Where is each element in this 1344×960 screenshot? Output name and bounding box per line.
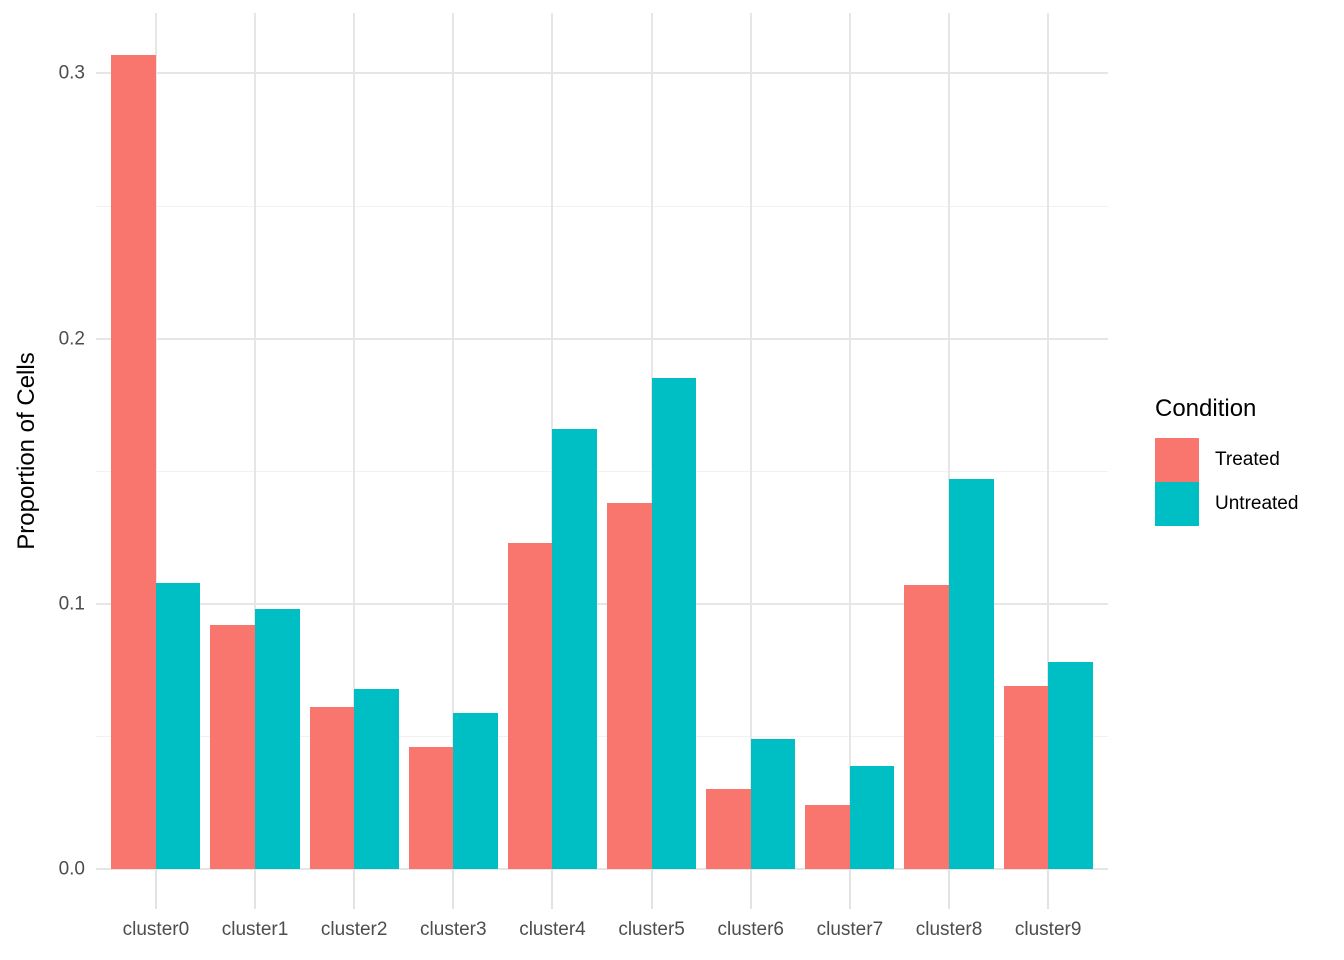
- x-tick-label-cluster6: cluster6: [717, 919, 784, 940]
- legend: Condition Treated Untreated: [1155, 395, 1340, 527]
- gridline-major: [96, 868, 1108, 870]
- legend-item-label: Untreated: [1215, 493, 1299, 515]
- gridline-minor: [96, 205, 1108, 207]
- bar-untreated-cluster0: [155, 582, 201, 869]
- bar-treated-cluster0: [111, 54, 156, 869]
- x-tick-label-cluster5: cluster5: [618, 919, 685, 940]
- bar-treated-cluster7: [805, 805, 850, 869]
- gridline-minor: [96, 735, 1108, 737]
- gridline-major: [96, 72, 1108, 75]
- bar-treated-cluster5: [607, 503, 652, 869]
- gridline-vertical: [948, 13, 951, 869]
- x-tick-label-cluster9: cluster9: [1014, 919, 1082, 940]
- x-axis-tick: [1047, 869, 1050, 909]
- y-tick-label: 0.1: [58, 593, 85, 615]
- bar-treated-cluster6: [706, 789, 751, 869]
- gridline-vertical: [254, 13, 257, 869]
- y-tick-label: 0.3: [58, 62, 85, 84]
- bar-untreated-cluster2: [354, 688, 399, 869]
- x-axis-tick: [254, 869, 257, 909]
- gridline-vertical: [353, 13, 356, 869]
- y-tick-label: 0.0: [58, 858, 85, 880]
- bar-untreated-cluster5: [651, 378, 697, 869]
- bar-treated-cluster2: [309, 707, 355, 869]
- x-tick-label-cluster7: cluster7: [816, 919, 884, 940]
- legend-key-swatch: [1155, 438, 1199, 483]
- x-tick-label-cluster4: cluster4: [519, 919, 586, 940]
- y-tick-label: 0.2: [58, 328, 85, 350]
- bar-untreated-cluster6: [750, 739, 796, 869]
- x-axis-tick: [452, 869, 455, 909]
- bar-treated-cluster3: [408, 747, 454, 869]
- legend-item-treated: Treated: [1155, 438, 1340, 483]
- x-tick-label-cluster1: cluster1: [221, 919, 289, 940]
- y-axis-title: Proportion of Cells: [13, 352, 40, 550]
- x-axis-tick: [551, 869, 554, 909]
- bar-untreated-cluster7: [849, 765, 895, 869]
- gridline-minor: [96, 470, 1108, 472]
- gridline-vertical: [452, 13, 455, 869]
- bar-treated-cluster8: [904, 585, 949, 869]
- x-tick-label-cluster0: cluster0: [122, 919, 190, 940]
- legend-items: Treated Untreated: [1155, 438, 1340, 527]
- gridline-vertical: [154, 13, 157, 869]
- bar-untreated-cluster9: [1048, 662, 1093, 869]
- legend-key-swatch: [1155, 482, 1199, 527]
- bar-treated-cluster1: [210, 625, 256, 869]
- x-axis-tick: [848, 869, 851, 909]
- legend-item-label: Treated: [1215, 449, 1280, 471]
- bar-untreated-cluster1: [255, 609, 300, 869]
- bar-untreated-cluster8: [949, 479, 994, 869]
- bar-treated-cluster9: [1003, 686, 1049, 869]
- gridline-vertical: [848, 13, 851, 869]
- x-tick-label-cluster2: cluster2: [320, 919, 388, 940]
- x-tick-label-cluster3: cluster3: [420, 919, 487, 940]
- bar-untreated-cluster4: [552, 428, 598, 869]
- x-axis-tick: [154, 869, 157, 909]
- x-axis-tick: [948, 869, 951, 909]
- bar-treated-cluster4: [507, 542, 553, 869]
- bar-untreated-cluster3: [453, 712, 498, 869]
- x-axis-tick: [749, 869, 752, 909]
- gridline-major: [96, 337, 1108, 340]
- plot-panel: [96, 13, 1108, 870]
- gridline-major: [96, 602, 1108, 605]
- x-tick-label-cluster8: cluster8: [915, 919, 983, 940]
- legend-item-untreated: Untreated: [1155, 482, 1340, 527]
- x-axis-tick: [650, 869, 653, 909]
- x-axis-tick: [353, 869, 356, 909]
- gridline-vertical: [749, 13, 752, 869]
- gridline-vertical: [1047, 13, 1050, 869]
- legend-title: Condition: [1155, 395, 1257, 422]
